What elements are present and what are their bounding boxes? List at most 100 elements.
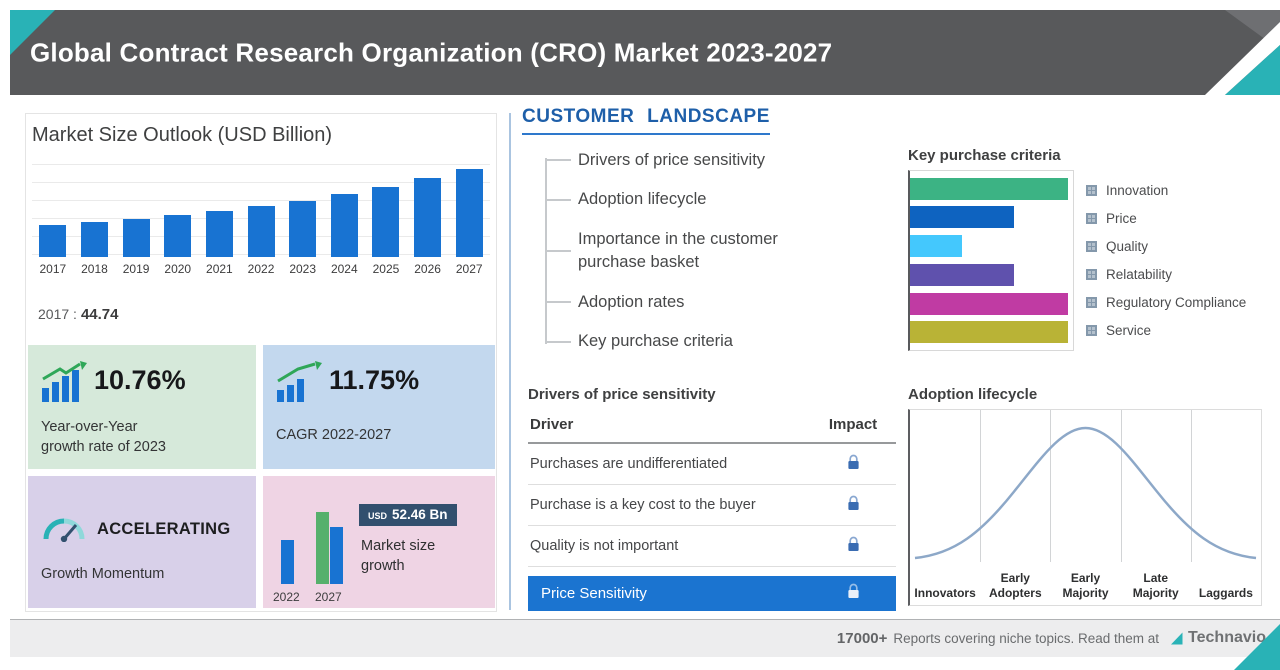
adoption-lifecycle-chart: Innovators Early Adopters Early Majority La… <box>908 409 1262 606</box>
impact-cell <box>810 536 896 556</box>
lock-icon <box>847 583 860 599</box>
driver-label: Quality is not important <box>530 538 679 554</box>
chart-gridline <box>1190 410 1192 562</box>
market-bar-column: 2020 <box>157 164 199 276</box>
mini-bar-2027 <box>330 527 343 584</box>
legend-label: Price <box>1106 211 1137 226</box>
legend-swatch-icon <box>1086 297 1097 308</box>
page-title: Global Contract Research Organization (C… <box>30 37 833 67</box>
legend-label: Relatability <box>1106 267 1173 282</box>
impact-cell <box>810 454 896 474</box>
chart-gridline <box>1050 410 1052 562</box>
market-bar-column: 2026 <box>407 164 449 276</box>
year-label: 2018 <box>81 262 108 276</box>
impact-cell <box>810 495 896 515</box>
mini-year-label: 2027 <box>315 590 342 604</box>
growth-label: Market size growth <box>361 536 435 577</box>
kpc-bar-regulatory-compliance <box>910 292 1068 315</box>
market-size-outlook-panel: Market Size Outlook (USD Billion) 2017 20… <box>25 113 497 612</box>
cagr-label: CAGR 2022-2027 <box>276 427 392 443</box>
landscape-item: Drivers of price sensitivity <box>545 140 830 180</box>
lifecycle-stage-label: Early Majority <box>1062 570 1109 601</box>
base-year-label: 2017 : <box>38 306 77 322</box>
growth-chart-icon <box>40 361 88 408</box>
adoption-lifecycle-title: Adoption lifecycle <box>908 386 1038 403</box>
year-label: 2019 <box>122 262 150 276</box>
market-bar-2022 <box>247 206 275 257</box>
year-label: 2026 <box>414 262 441 276</box>
driver-row: Purchase is a key cost to the buyer <box>528 485 896 526</box>
reports-count: 17000+ <box>836 629 888 647</box>
banner-corner-decoration-icon <box>1205 10 1280 95</box>
lifecycle-stage-label: Early Adopters <box>988 570 1042 601</box>
market-bar-2021 <box>205 211 233 257</box>
legend-item: Regulatory Compliance <box>1086 295 1246 310</box>
lifecycle-stage-labels: Innovators Early Adopters Early Majority La… <box>910 564 1261 602</box>
legend-swatch-icon <box>1086 213 1097 224</box>
driver-row: Quality is not important <box>528 526 896 567</box>
cagr-value: 11.75% <box>329 365 420 395</box>
table-rows: Purchases are undifferentiated Purchase i… <box>528 444 896 567</box>
market-bar-column: 2023 <box>282 164 324 276</box>
year-label: 2023 <box>289 262 317 276</box>
driver-column-header: Driver <box>530 416 574 433</box>
yoy-growth-label: Year-over-Year growth rate of 2023 <box>41 417 166 457</box>
speedometer-icon <box>41 512 87 547</box>
lifecycle-stage-label: Laggards <box>1198 586 1253 601</box>
market-bar-2027 <box>455 169 483 257</box>
year-label: 2025 <box>372 262 400 276</box>
year-label: 2020 <box>164 262 192 276</box>
market-bar-2023 <box>289 201 317 257</box>
section-divider <box>509 113 511 610</box>
market-bar-column: 2024 <box>323 164 365 276</box>
label-line: Market size <box>361 538 436 554</box>
market-size-bar-chart: 2017 2018 2019 2020 2021 2022 2023 2024 2025 2026… <box>32 164 490 280</box>
teal-corner-accent-bottom-right-icon <box>1234 624 1280 670</box>
price-sensitivity-highlight-row: Price Sensitivity <box>528 576 896 611</box>
kpc-legend: Innovation Price Quality Relatability Regula… <box>1086 170 1246 351</box>
customer-landscape-title: CUSTOMER LANDSCAPE <box>522 106 770 135</box>
landscape-item: Adoption rates <box>545 282 830 322</box>
impact-column-header: Impact <box>828 416 878 433</box>
year-label: 2024 <box>330 262 358 276</box>
impact-cell <box>810 583 896 603</box>
growth-chart-icon <box>275 361 323 408</box>
mini-bar-2022 <box>281 540 294 584</box>
label-line: growth rate of 2023 <box>41 439 166 455</box>
kpc-plot <box>908 170 1074 351</box>
legend-item: Service <box>1086 323 1246 338</box>
kpc-bar-quality <box>910 235 962 258</box>
driver-label: Purchases are undifferentiated <box>530 456 728 472</box>
market-bar-column: 2027 <box>448 164 490 276</box>
year-label: 2027 <box>455 262 483 276</box>
legend-swatch-icon <box>1086 325 1097 336</box>
footer-text: Reports covering niche topics. Read them… <box>893 630 1160 646</box>
momentum-row: ACCELERATING <box>41 512 230 547</box>
growth-momentum-card: ACCELERATING Growth Momentum <box>28 476 256 608</box>
legend-label: Service <box>1106 323 1152 338</box>
market-bar-2018 <box>80 222 108 257</box>
currency-label: USD <box>368 511 388 521</box>
kpc-bar-service <box>910 321 1068 344</box>
market-bar-2024 <box>330 194 358 257</box>
legend-swatch-icon <box>1086 269 1097 280</box>
legend-item: Price <box>1086 211 1246 226</box>
yoy-growth-value: 10.76% <box>94 365 186 395</box>
chart-bars: 2017 2018 2019 2020 2021 2022 2023 2024 2025 2026… <box>32 164 490 276</box>
legend-swatch-icon <box>1086 241 1097 252</box>
lock-icon <box>847 495 860 511</box>
bell-curve <box>914 426 1257 560</box>
year-label: 2021 <box>206 262 233 276</box>
base-year-value: 2017 :44.74 <box>38 306 118 323</box>
landscape-item: Importance in the customer purchase bask… <box>545 220 830 283</box>
lifecycle-stage-label: Late Majority <box>1132 570 1179 601</box>
market-bar-2026 <box>414 178 442 257</box>
market-bar-column: 2025 <box>365 164 407 276</box>
market-size-outlook-title: Market Size Outlook (USD Billion) <box>32 124 333 146</box>
chart-gridline <box>1120 410 1122 562</box>
kpc-bar-innovation <box>910 177 1068 200</box>
market-size-growth-card: 2022 2027 USD 52.46 Bn Market size growt… <box>263 476 495 608</box>
growth-amount-badge: USD 52.46 Bn <box>359 504 457 526</box>
cagr-card: 11.75% CAGR 2022-2027 <box>263 345 495 469</box>
teal-corner-accent-top-left-icon <box>10 10 55 55</box>
